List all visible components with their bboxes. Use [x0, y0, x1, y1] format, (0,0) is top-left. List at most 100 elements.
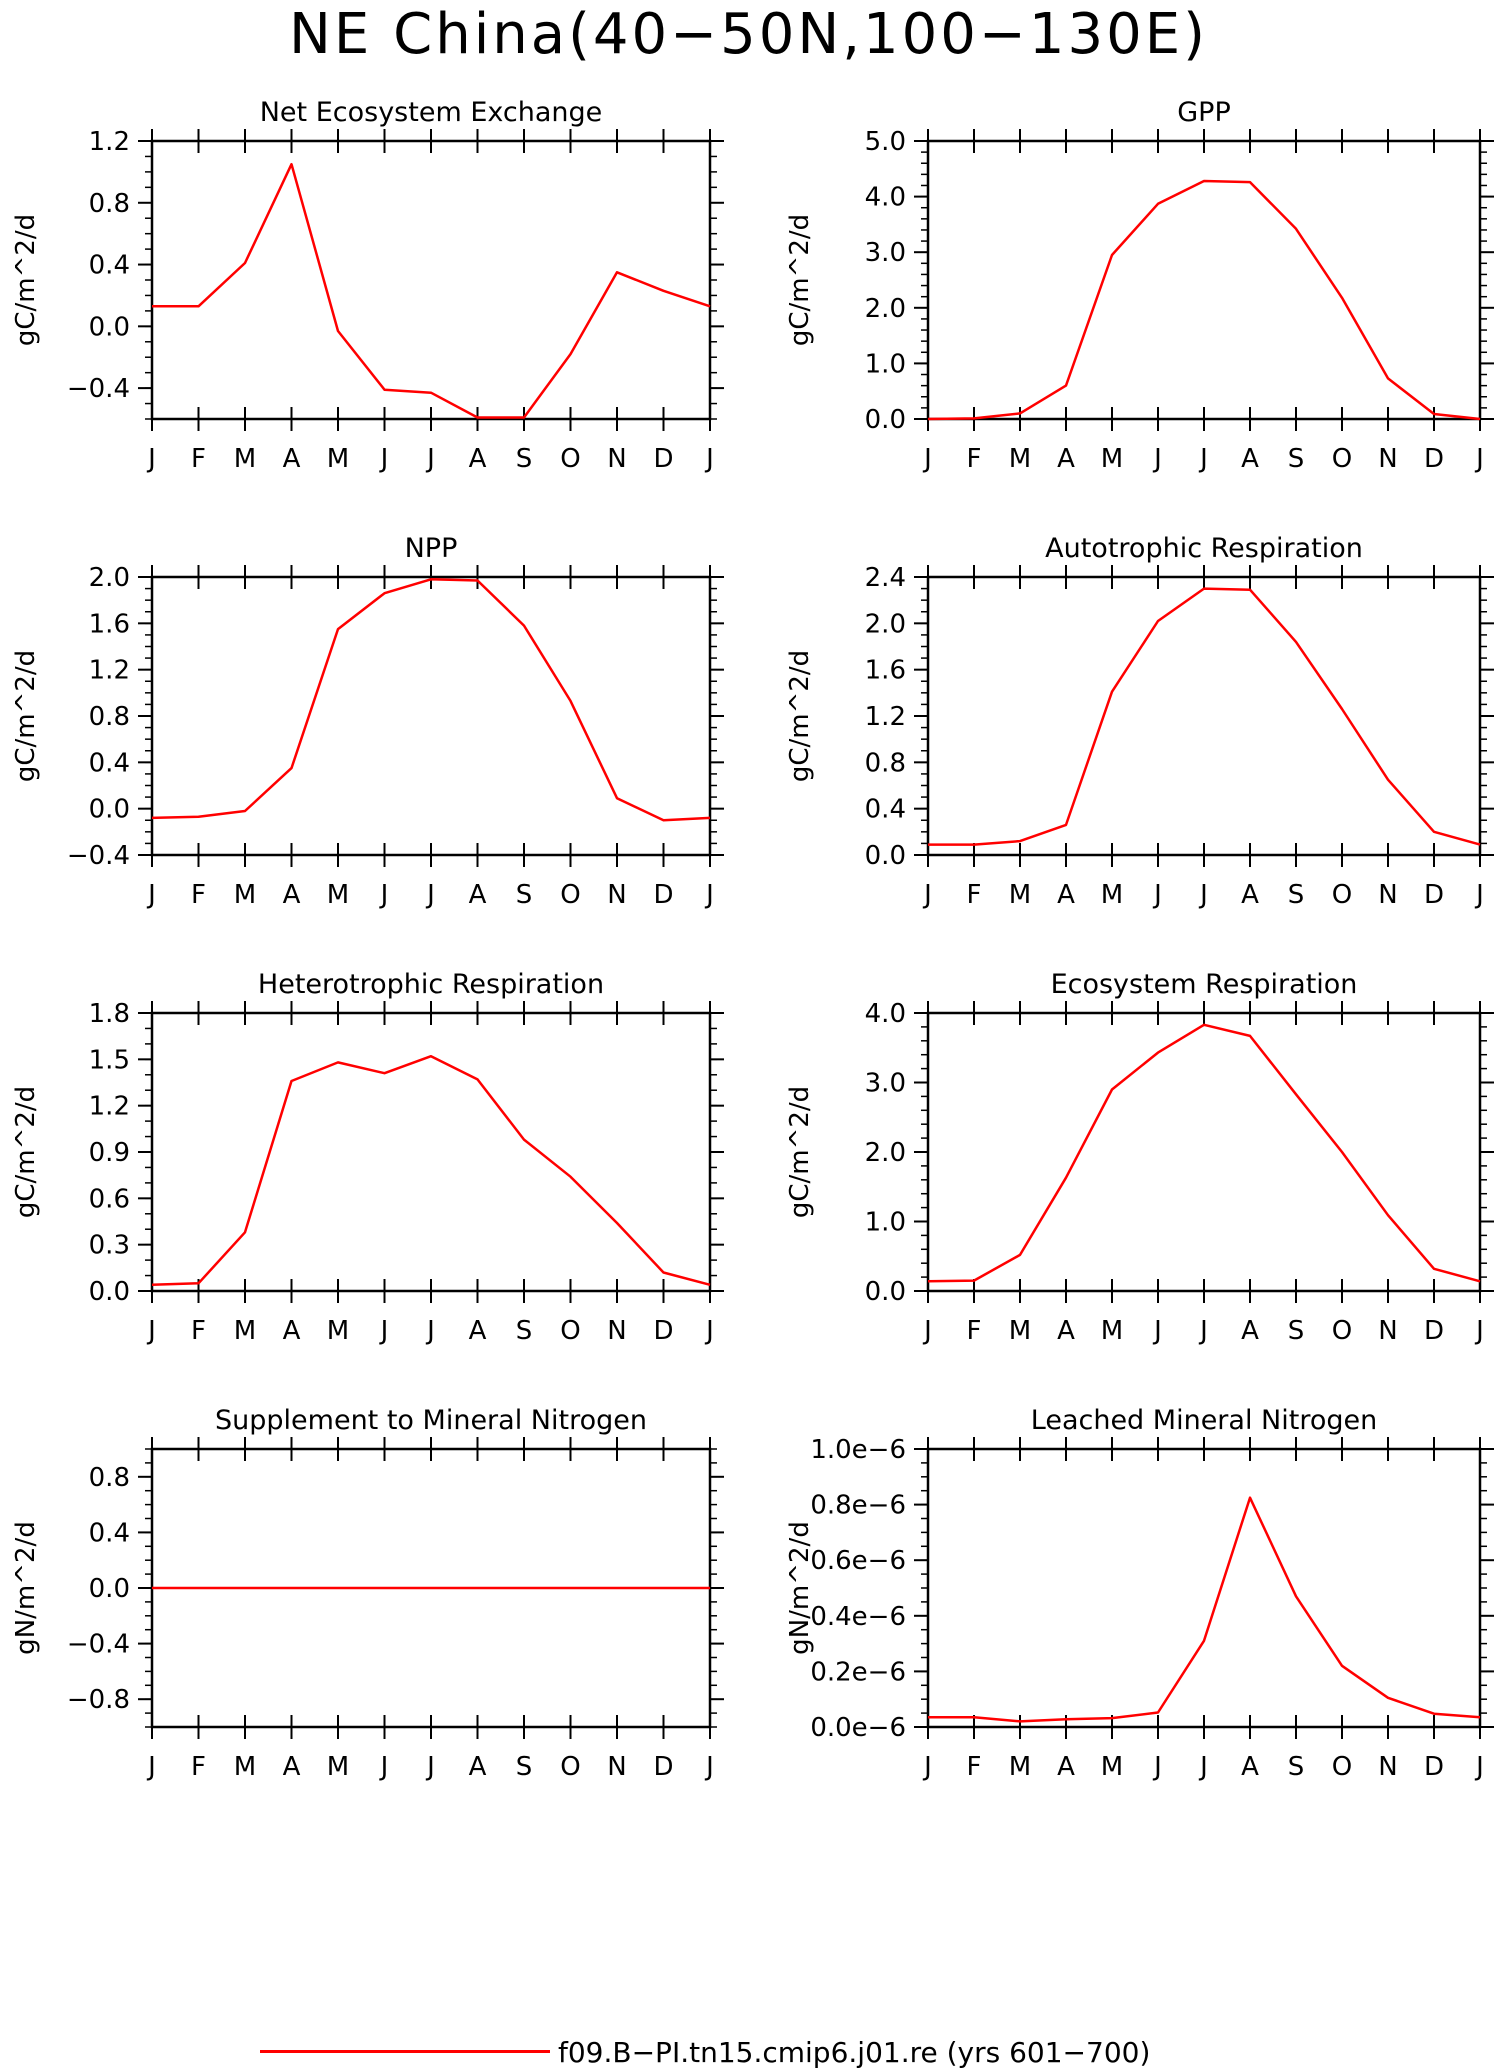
plot-frame	[150, 139, 712, 421]
x-tick-label: N	[1378, 880, 1397, 910]
x-tick-label: F	[191, 1752, 206, 1782]
series-line	[927, 1023, 1481, 1283]
y-tick-label: 5.0	[865, 127, 906, 157]
y-tick-label: 0.8	[89, 702, 130, 732]
y-tick-label: 1.6	[865, 656, 906, 686]
x-tick-label: M	[327, 444, 349, 474]
x-tick-label: M	[327, 1752, 349, 1782]
x-tick-label: M	[1009, 444, 1031, 474]
chart-panel-8: J F M A M J J A S O N D J0.0e−60.2e−60.4e−60.6e−60.8…	[785, 1405, 1494, 1782]
y-tick-label: 1.2	[89, 1092, 130, 1122]
y-tick-label: −0.4	[67, 374, 130, 404]
x-tick-label: N	[1378, 1316, 1397, 1346]
x-tick-label: J	[1198, 880, 1208, 910]
x-tick-label: A	[1057, 880, 1075, 910]
y-tick-label: 0.4e−6	[810, 1602, 906, 1632]
plot-frame	[926, 1011, 1482, 1293]
x-tick-label: S	[516, 1316, 533, 1346]
x-tick-label: S	[516, 880, 533, 910]
y-axis-label: gN/m^2/d	[785, 1521, 815, 1655]
x-tick-label: J	[704, 1752, 714, 1782]
x-tick-label: J	[379, 1752, 389, 1782]
x-tick-label: J	[146, 444, 156, 474]
x-tick-label: J	[704, 880, 714, 910]
figure-title: NE China(40−50N,100−130E)	[289, 2, 1208, 67]
x-tick-label: N	[607, 1316, 626, 1346]
x-tick-label: F	[191, 880, 206, 910]
y-tick-label: 0.0	[89, 795, 130, 825]
plot-frame	[150, 1011, 712, 1293]
y-tick-label: 1.6	[89, 609, 130, 639]
x-tick-label: A	[469, 1752, 487, 1782]
x-tick-label: J	[425, 880, 435, 910]
x-tick-label: J	[704, 444, 714, 474]
x-tick-label: J	[1474, 444, 1484, 474]
y-tick-label: 0.4	[89, 251, 130, 281]
x-tick-label: A	[283, 444, 301, 474]
y-tick-label: 1.2	[865, 702, 906, 732]
x-tick-label: M	[1009, 1752, 1031, 1782]
x-tick-label: O	[1332, 1316, 1352, 1346]
x-tick-label: N	[1378, 1752, 1397, 1782]
x-tick-label: A	[1057, 1316, 1075, 1346]
x-tick-label: F	[191, 444, 206, 474]
series-line	[928, 1496, 1481, 1723]
y-tick-label: 4.0	[865, 999, 906, 1029]
x-tick-label: O	[1332, 880, 1352, 910]
y-tick-label: 0.0e−6	[810, 1713, 906, 1743]
x-tick-label: D	[653, 1316, 673, 1346]
y-tick-label: 0.4	[89, 748, 130, 778]
chart-panel-2: J F M A M J J A S O N D J0.01.02.03.04.05.0GPPgC/m^2…	[785, 97, 1494, 474]
y-tick-label: 0.3	[89, 1231, 130, 1261]
x-tick-label: D	[1424, 880, 1444, 910]
plot-frame	[926, 139, 1482, 421]
y-tick-label: 1.2	[89, 656, 130, 686]
x-tick-label: J	[1198, 1752, 1208, 1782]
x-tick-label: M	[1101, 1752, 1123, 1782]
legend-line-swatch	[260, 2050, 550, 2053]
y-axis-label: gC/m^2/d	[785, 1086, 815, 1218]
x-tick-label: M	[1009, 880, 1031, 910]
y-tick-label: 0.4	[865, 795, 906, 825]
y-tick-label: 1.0e−6	[810, 1435, 906, 1465]
x-tick-label: J	[1152, 880, 1162, 910]
y-tick-label: 4.0	[865, 183, 906, 213]
y-tick-label: −0.4	[67, 841, 130, 871]
x-tick-label: D	[653, 880, 673, 910]
panel-title: Net Ecosystem Exchange	[260, 97, 603, 128]
panel-title: GPP	[1177, 97, 1231, 128]
y-tick-label: 0.6	[89, 1184, 130, 1214]
plot-frame	[926, 575, 1482, 857]
x-tick-label: J	[704, 1316, 714, 1346]
x-tick-label: A	[1241, 880, 1259, 910]
y-tick-label: 0.0	[865, 1277, 906, 1307]
x-tick-label: A	[283, 1316, 301, 1346]
panel-title: Supplement to Mineral Nitrogen	[215, 1405, 647, 1436]
y-tick-label: 1.8	[89, 999, 130, 1029]
x-tick-label: J	[1474, 1316, 1484, 1346]
y-tick-label: 1.0	[865, 1208, 906, 1238]
y-tick-label: 2.4	[865, 563, 906, 593]
x-tick-label: J	[1152, 1316, 1162, 1346]
x-tick-label: A	[1241, 1316, 1259, 1346]
series-line	[927, 179, 1481, 421]
x-tick-label: S	[1288, 1316, 1305, 1346]
y-axis-label: gC/m^2/d	[11, 214, 41, 346]
x-tick-label: J	[922, 880, 932, 910]
x-tick-label: J	[1152, 1752, 1162, 1782]
x-tick-label: N	[607, 880, 626, 910]
legend-label: f09.B−PI.tn15.cmip6.j01.re (yrs 601−700)	[558, 2036, 1151, 2069]
y-axis-label: gC/m^2/d	[11, 1086, 41, 1218]
x-tick-label: D	[1424, 444, 1444, 474]
x-tick-label: N	[607, 1752, 626, 1782]
y-tick-label: 2.0	[89, 563, 130, 593]
x-tick-label: J	[379, 1316, 389, 1346]
x-tick-label: A	[469, 444, 487, 474]
x-tick-label: A	[469, 880, 487, 910]
chart-panel-5: J F M A M J J A S O N D J0.00.30.60.91.21.51.8Hetero…	[11, 969, 724, 1346]
x-tick-label: M	[234, 1752, 256, 1782]
panel-title: Heterotrophic Respiration	[258, 969, 604, 1000]
x-tick-label: O	[560, 1752, 580, 1782]
y-tick-label: 0.9	[89, 1138, 130, 1168]
